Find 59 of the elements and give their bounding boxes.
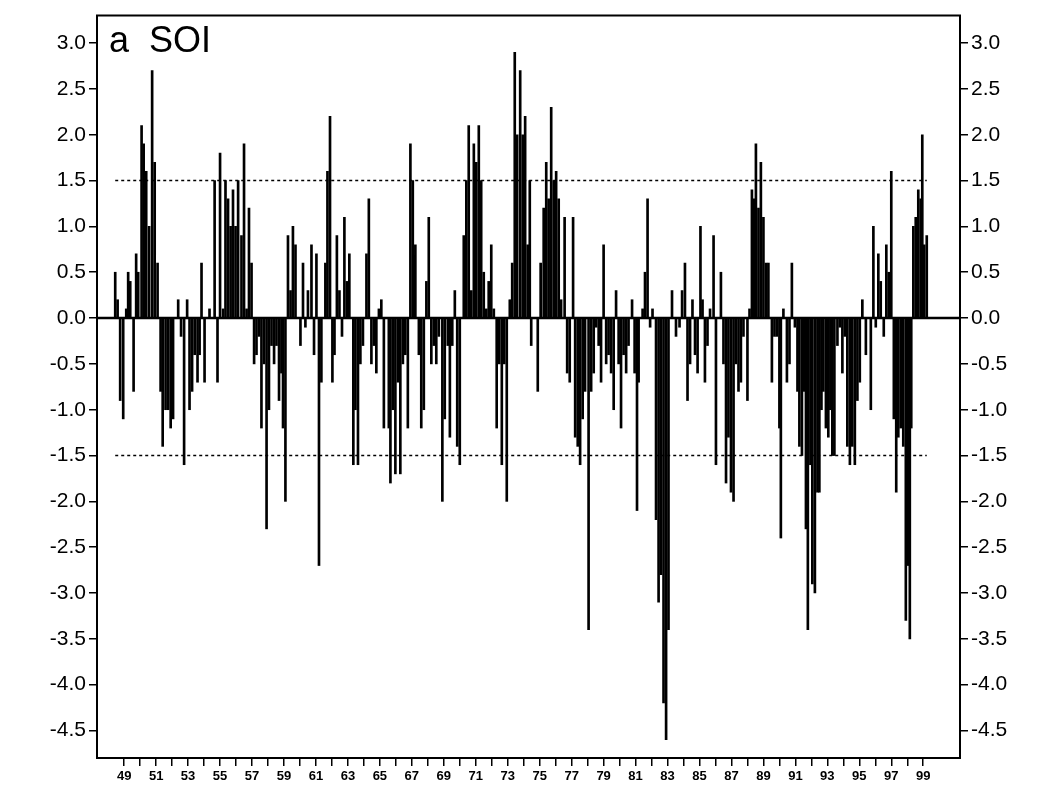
y2-tick-label: -2.5 — [971, 533, 1008, 557]
y-tick-label: 2.5 — [56, 75, 86, 99]
x-tick-label: 99 — [916, 768, 931, 784]
y-tick-label: -0.5 — [49, 350, 86, 374]
y-tick-label: 1.5 — [56, 167, 86, 191]
y2-tick-label: -3.5 — [971, 625, 1008, 649]
x-tick-label: 55 — [212, 768, 228, 784]
x-tick-label: 87 — [724, 768, 739, 784]
y2-tick-label: 1.5 — [971, 167, 1001, 191]
y-tick-label: -3.0 — [49, 579, 86, 603]
x-tick-label: 81 — [628, 768, 643, 784]
y2-tick-label: 3.0 — [971, 29, 1001, 53]
y2-tick-label: 2.5 — [971, 75, 1001, 99]
x-tick-label: 63 — [340, 768, 356, 784]
x-tick-label: 53 — [180, 768, 196, 784]
y2-tick-label: -3.0 — [971, 579, 1008, 603]
x-tick-label: 93 — [820, 768, 835, 784]
y2-tick-label: 1.0 — [971, 213, 1001, 237]
x-tick-label: 85 — [692, 768, 707, 784]
y2-tick-label: -2.0 — [971, 488, 1008, 512]
y-tick-label: -4.0 — [49, 671, 86, 695]
x-tick-label: 97 — [884, 768, 899, 784]
y2-tick-label: -4.0 — [971, 671, 1008, 695]
x-tick-label: 67 — [404, 768, 420, 784]
y2-tick-label: -0.5 — [971, 350, 1008, 374]
y2-tick-label: -1.5 — [971, 442, 1008, 466]
x-tick-label: 71 — [468, 768, 483, 784]
y-tick-label: -4.5 — [49, 717, 86, 741]
y-tick-label: -2.5 — [49, 533, 86, 557]
x-tick-label: 79 — [596, 768, 611, 784]
y2-tick-label: 0.5 — [971, 259, 1001, 283]
x-tick-label: 75 — [532, 768, 547, 784]
y2-tick-label: -4.5 — [971, 717, 1008, 741]
y-tick-label: 2.0 — [56, 121, 86, 145]
y-tick-label: 3.0 — [56, 29, 86, 53]
x-tick-label: 69 — [436, 768, 452, 784]
y2-tick-label: 0.0 — [971, 304, 1001, 328]
x-tick-label: 59 — [276, 768, 292, 784]
chart-title: a SOI — [109, 18, 212, 60]
x-tick-label: 83 — [660, 768, 675, 784]
y-tick-label: 1.0 — [56, 213, 86, 237]
x-tick-label: 89 — [756, 768, 771, 784]
y2-tick-label: -1.0 — [971, 396, 1008, 420]
y-tick-label: 0.0 — [56, 304, 86, 328]
x-tick-label: 95 — [852, 768, 867, 784]
x-tick-label: 51 — [148, 768, 164, 784]
y-tick-label: -3.5 — [49, 625, 86, 649]
y2-tick-label: 2.0 — [971, 121, 1001, 145]
x-tick-label: 73 — [500, 768, 515, 784]
y-tick-label: -1.0 — [49, 396, 86, 420]
x-tick-label: 77 — [564, 768, 579, 784]
x-tick-label: 61 — [308, 768, 324, 784]
y-tick-label: -1.5 — [49, 442, 86, 466]
x-tick-label: 57 — [244, 768, 260, 784]
x-tick-label: 49 — [116, 768, 132, 784]
x-tick-label: 65 — [372, 768, 388, 784]
x-tick-label: 91 — [788, 768, 803, 784]
y-tick-label: -2.0 — [49, 488, 86, 512]
y-tick-label: 0.5 — [56, 259, 86, 283]
